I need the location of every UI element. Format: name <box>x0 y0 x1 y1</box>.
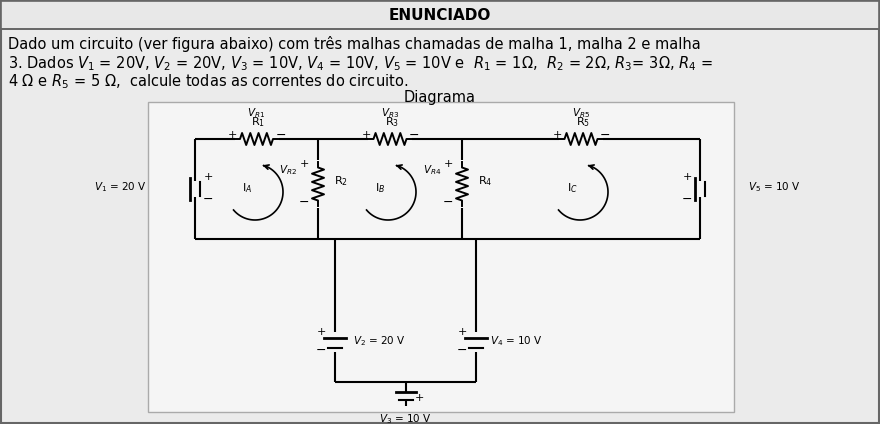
Text: −: − <box>443 195 453 209</box>
Text: R$_3$: R$_3$ <box>385 115 399 129</box>
Text: −: − <box>316 343 326 357</box>
Text: $V_5$ = 10 V: $V_5$ = 10 V <box>748 180 801 194</box>
Text: 4 $\Omega$ e $R_5$ = 5 $\Omega$,  calcule todas as correntes do circuito.: 4 $\Omega$ e $R_5$ = 5 $\Omega$, calcule… <box>8 72 408 91</box>
Text: +: + <box>553 130 561 140</box>
Text: +: + <box>414 393 424 403</box>
Text: R$_5$: R$_5$ <box>576 115 590 129</box>
Text: I$_B$: I$_B$ <box>375 181 385 195</box>
Text: R$_4$: R$_4$ <box>478 174 493 188</box>
Text: $V_3$ = 10 V: $V_3$ = 10 V <box>379 412 432 424</box>
Text: −: − <box>600 128 610 142</box>
Text: −: − <box>298 195 309 209</box>
Text: −: − <box>682 192 693 206</box>
Text: +: + <box>203 172 213 182</box>
Text: $V_{R2}$: $V_{R2}$ <box>279 163 297 177</box>
Text: +: + <box>362 130 370 140</box>
Text: −: − <box>202 192 213 206</box>
Text: −: − <box>457 343 467 357</box>
Text: $V_2$ = 20 V: $V_2$ = 20 V <box>353 334 406 348</box>
Text: +: + <box>682 172 692 182</box>
Text: +: + <box>299 159 309 169</box>
Bar <box>148 102 734 412</box>
Text: +: + <box>458 327 466 337</box>
Bar <box>1 1 879 29</box>
Text: $V_{R1}$: $V_{R1}$ <box>247 106 266 120</box>
Text: $V_4$ = 10 V: $V_4$ = 10 V <box>490 334 543 348</box>
Text: +: + <box>228 130 238 140</box>
Text: −: − <box>408 128 419 142</box>
Text: 3. Dados $V_1$ = 20V, $V_2$ = 20V, $V_3$ = 10V, $V_4$ = 10V, $V_5$ = 10V e  $R_1: 3. Dados $V_1$ = 20V, $V_2$ = 20V, $V_3$… <box>8 54 713 73</box>
Text: $V_{R4}$: $V_{R4}$ <box>422 163 441 177</box>
Text: Diagrama: Diagrama <box>404 90 476 105</box>
Text: $V_{R5}$: $V_{R5}$ <box>572 106 590 120</box>
Text: ENUNCIADO: ENUNCIADO <box>389 8 491 22</box>
Text: I$_A$: I$_A$ <box>242 181 252 195</box>
Text: I$_C$: I$_C$ <box>567 181 577 195</box>
Text: Dado um circuito (ver figura abaixo) com três malhas chamadas de malha 1, malha : Dado um circuito (ver figura abaixo) com… <box>8 36 700 52</box>
Text: R$_1$: R$_1$ <box>252 115 266 129</box>
Text: +: + <box>444 159 452 169</box>
Text: $V_{R3}$: $V_{R3}$ <box>381 106 400 120</box>
Text: −: − <box>275 128 286 142</box>
Text: R$_2$: R$_2$ <box>334 174 348 188</box>
Text: $V_1$ = 20 V: $V_1$ = 20 V <box>94 180 147 194</box>
Text: +: + <box>316 327 326 337</box>
